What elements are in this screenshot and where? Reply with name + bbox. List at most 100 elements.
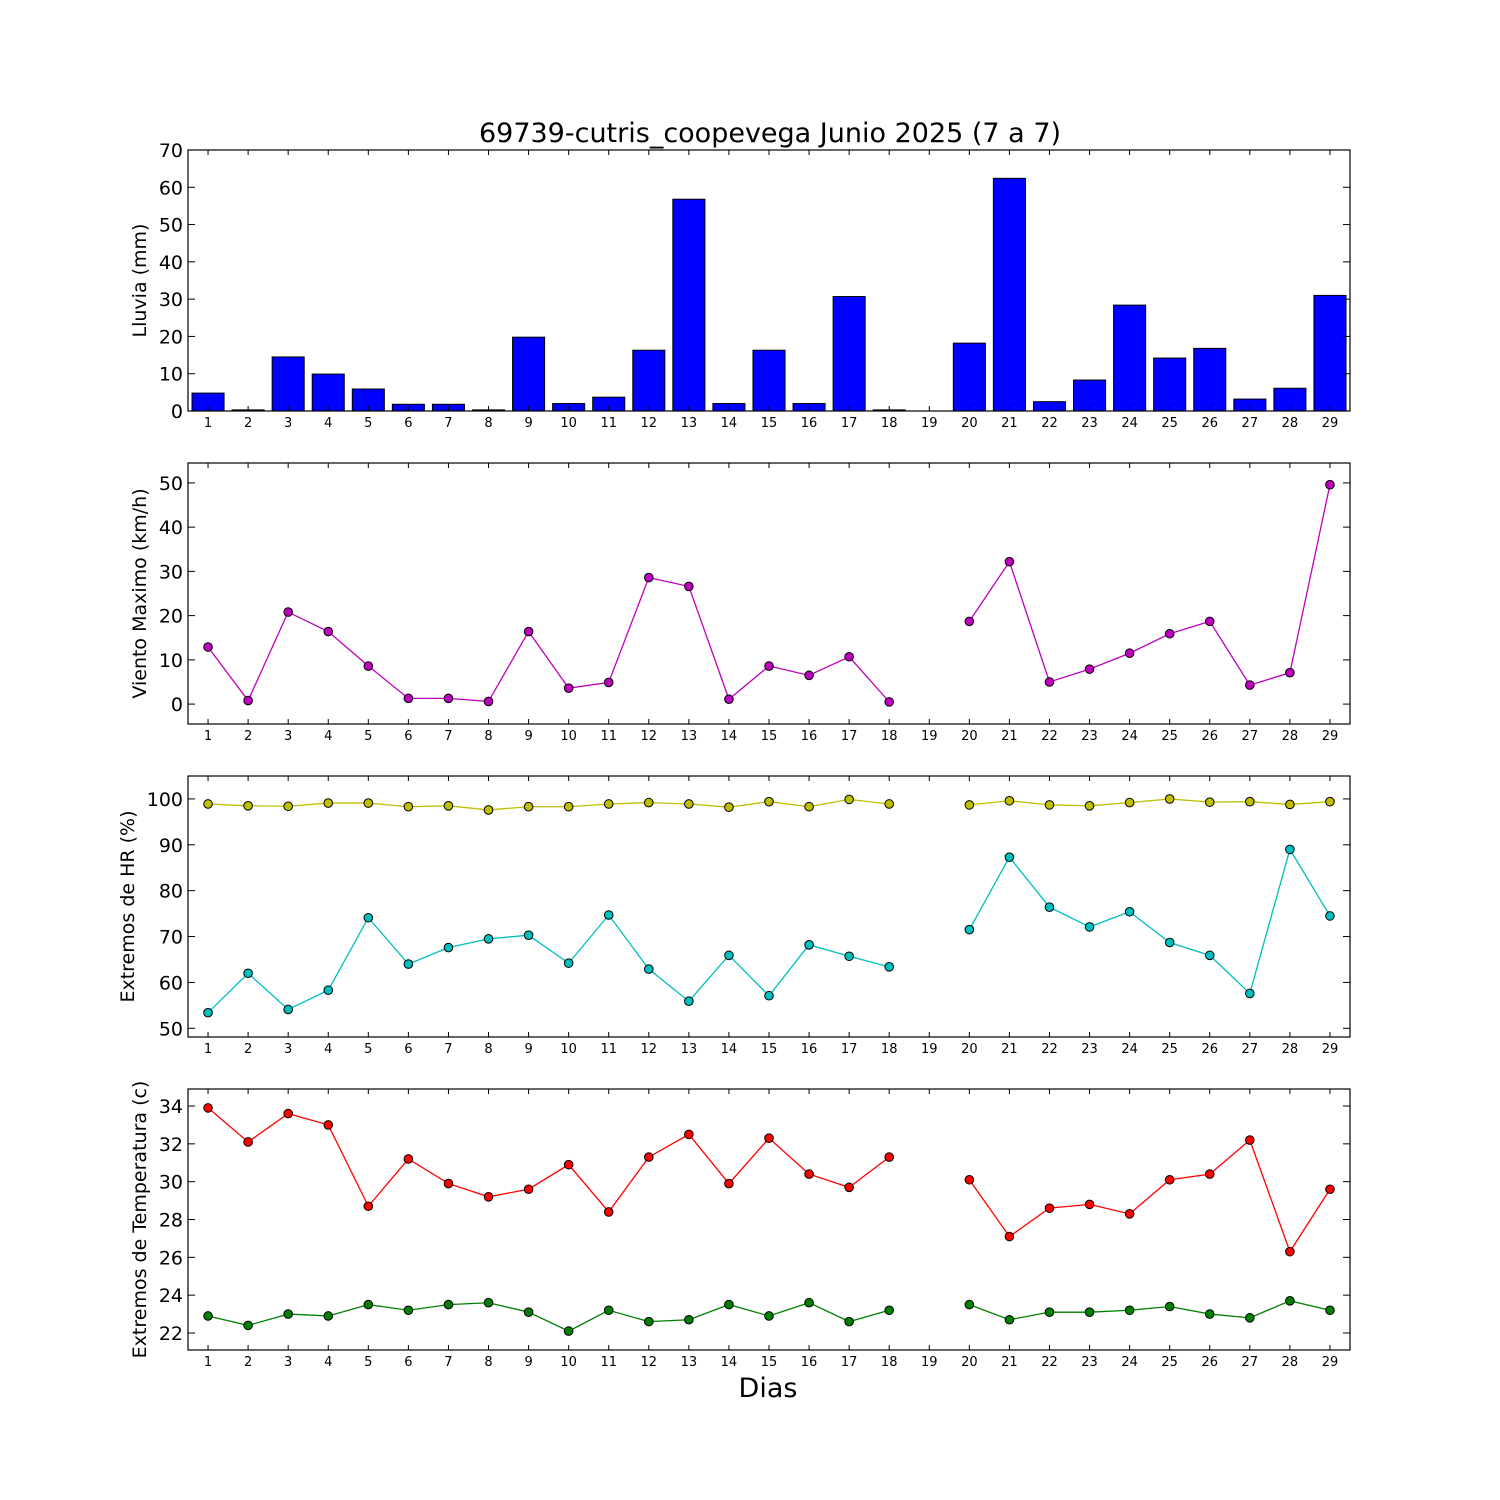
x-tick-label: 4 [324,1355,332,1370]
data-point-0-29 [1325,796,1335,807]
x-tick-label: 14 [721,416,738,431]
data-point-0-22 [1044,800,1055,810]
x-tick-label: 27 [1242,1355,1259,1370]
bar-24 [1113,304,1147,412]
data-point-1-6 [403,1305,414,1316]
data-point-0-26 [1204,1169,1215,1179]
data-point-0-18 [884,1152,895,1162]
x-tick-label: 14 [721,1355,738,1370]
data-point-1-20 [964,924,975,935]
data-point-1-4 [323,985,334,996]
data-point-0-21 [1004,1231,1015,1242]
data-point-1-5 [363,1299,374,1310]
x-tick-label: 15 [761,1355,778,1370]
x-tick-label: 5 [364,1042,372,1057]
data-point-0-11 [603,1207,614,1217]
data-point-1-28 [1285,844,1295,855]
x-tick-label: 23 [1081,1355,1098,1370]
x-tick-label: 19 [921,1355,938,1370]
data-point-0-21 [1004,795,1015,806]
x-tick-label: 19 [921,1042,938,1057]
data-point-0-17 [844,794,854,805]
data-point-0-13 [684,1129,694,1140]
data-point-0-13 [684,799,694,809]
x-tick-label: 27 [1242,729,1259,744]
x-tick-label: 23 [1081,729,1098,744]
x-tick-label: 25 [1161,1042,1178,1057]
data-point-0-18 [884,799,895,809]
data-point-0-20 [964,1174,975,1185]
data-point-0-12 [643,1152,654,1162]
chart-title: 69739-cutris_coopevega Junio 2025 (7 a 7… [479,118,1061,149]
data-point-0-28 [1285,667,1295,678]
data-point-1-7 [443,1299,454,1310]
y-tick-label: 24 [159,1285,183,1307]
y-tick-label: 70 [159,927,183,949]
data-point-1-4 [323,1311,334,1321]
data-point-1-11 [603,910,614,920]
data-point-1-27 [1245,1313,1255,1323]
x-tick-label: 27 [1242,416,1259,431]
y-axis-label: Extremos de Temperatura (c) [129,1081,151,1359]
bar-23 [1073,379,1107,412]
data-point-0-1 [203,642,213,652]
x-tick-label: 11 [600,1355,617,1370]
x-tick-label: 18 [881,1355,898,1370]
x-tick-label: 9 [524,1042,532,1057]
x-tick-label: 20 [961,729,978,744]
x-tick-label: 14 [721,729,738,744]
x-tick-label: 23 [1081,416,1098,431]
x-tick-label: 3 [284,729,292,744]
x-tick-label: 22 [1041,1042,1058,1057]
y-tick-label: 70 [159,140,183,162]
data-point-0-7 [443,1178,454,1189]
x-tick-label: 28 [1282,1042,1299,1057]
x-tick-label: 8 [484,1355,492,1370]
data-point-0-28 [1285,1246,1295,1257]
x-tick-label: 13 [681,1355,698,1370]
bar-29 [1313,294,1347,412]
x-tick-label: 1 [204,1042,212,1057]
data-point-0-24 [1124,648,1135,659]
data-point-1-24 [1124,1305,1135,1316]
x-tick-label: 18 [881,729,898,744]
x-tick-label: 19 [921,729,938,744]
x-tick-label: 20 [961,1355,978,1370]
data-point-0-26 [1204,797,1215,807]
bar-3 [271,356,305,412]
data-point-1-14 [724,1299,734,1310]
y-tick-label: 20 [159,326,183,348]
x-tick-label: 10 [560,1042,577,1057]
y-tick-label: 26 [159,1247,183,1269]
data-point-0-1 [203,799,213,809]
data-point-0-1 [203,1103,213,1113]
x-tick-label: 28 [1282,416,1299,431]
x-tick-label: 12 [641,1042,658,1057]
x-tick-label: 24 [1121,1355,1138,1370]
x-tick-label: 7 [444,1355,452,1370]
y-axis-label: Viento Maximo (km/h) [129,488,151,698]
y-axis-label: Lluvia (mm) [129,224,151,338]
y-tick-label: 80 [159,881,183,903]
x-tick-label: 5 [364,729,372,744]
bar-13 [672,198,706,412]
x-tick-label: 24 [1121,1042,1138,1057]
y-tick-label: 40 [159,517,183,539]
bar-4 [311,373,345,412]
data-point-1-28 [1285,1296,1295,1306]
data-point-0-25 [1164,794,1175,804]
data-point-1-12 [643,964,654,974]
x-tick-label: 12 [641,416,658,431]
data-point-1-23 [1084,922,1095,932]
y-tick-label: 50 [159,1018,183,1040]
data-point-1-22 [1044,902,1055,912]
x-tick-label: 17 [841,729,858,744]
data-point-1-16 [804,1297,814,1308]
x-tick-label: 6 [404,729,412,744]
x-tick-label: 4 [324,1042,332,1057]
x-tick-label: 29 [1322,416,1339,431]
x-tick-label: 21 [1001,729,1018,744]
y-tick-label: 60 [159,972,183,994]
x-tick-label: 5 [364,1355,372,1370]
